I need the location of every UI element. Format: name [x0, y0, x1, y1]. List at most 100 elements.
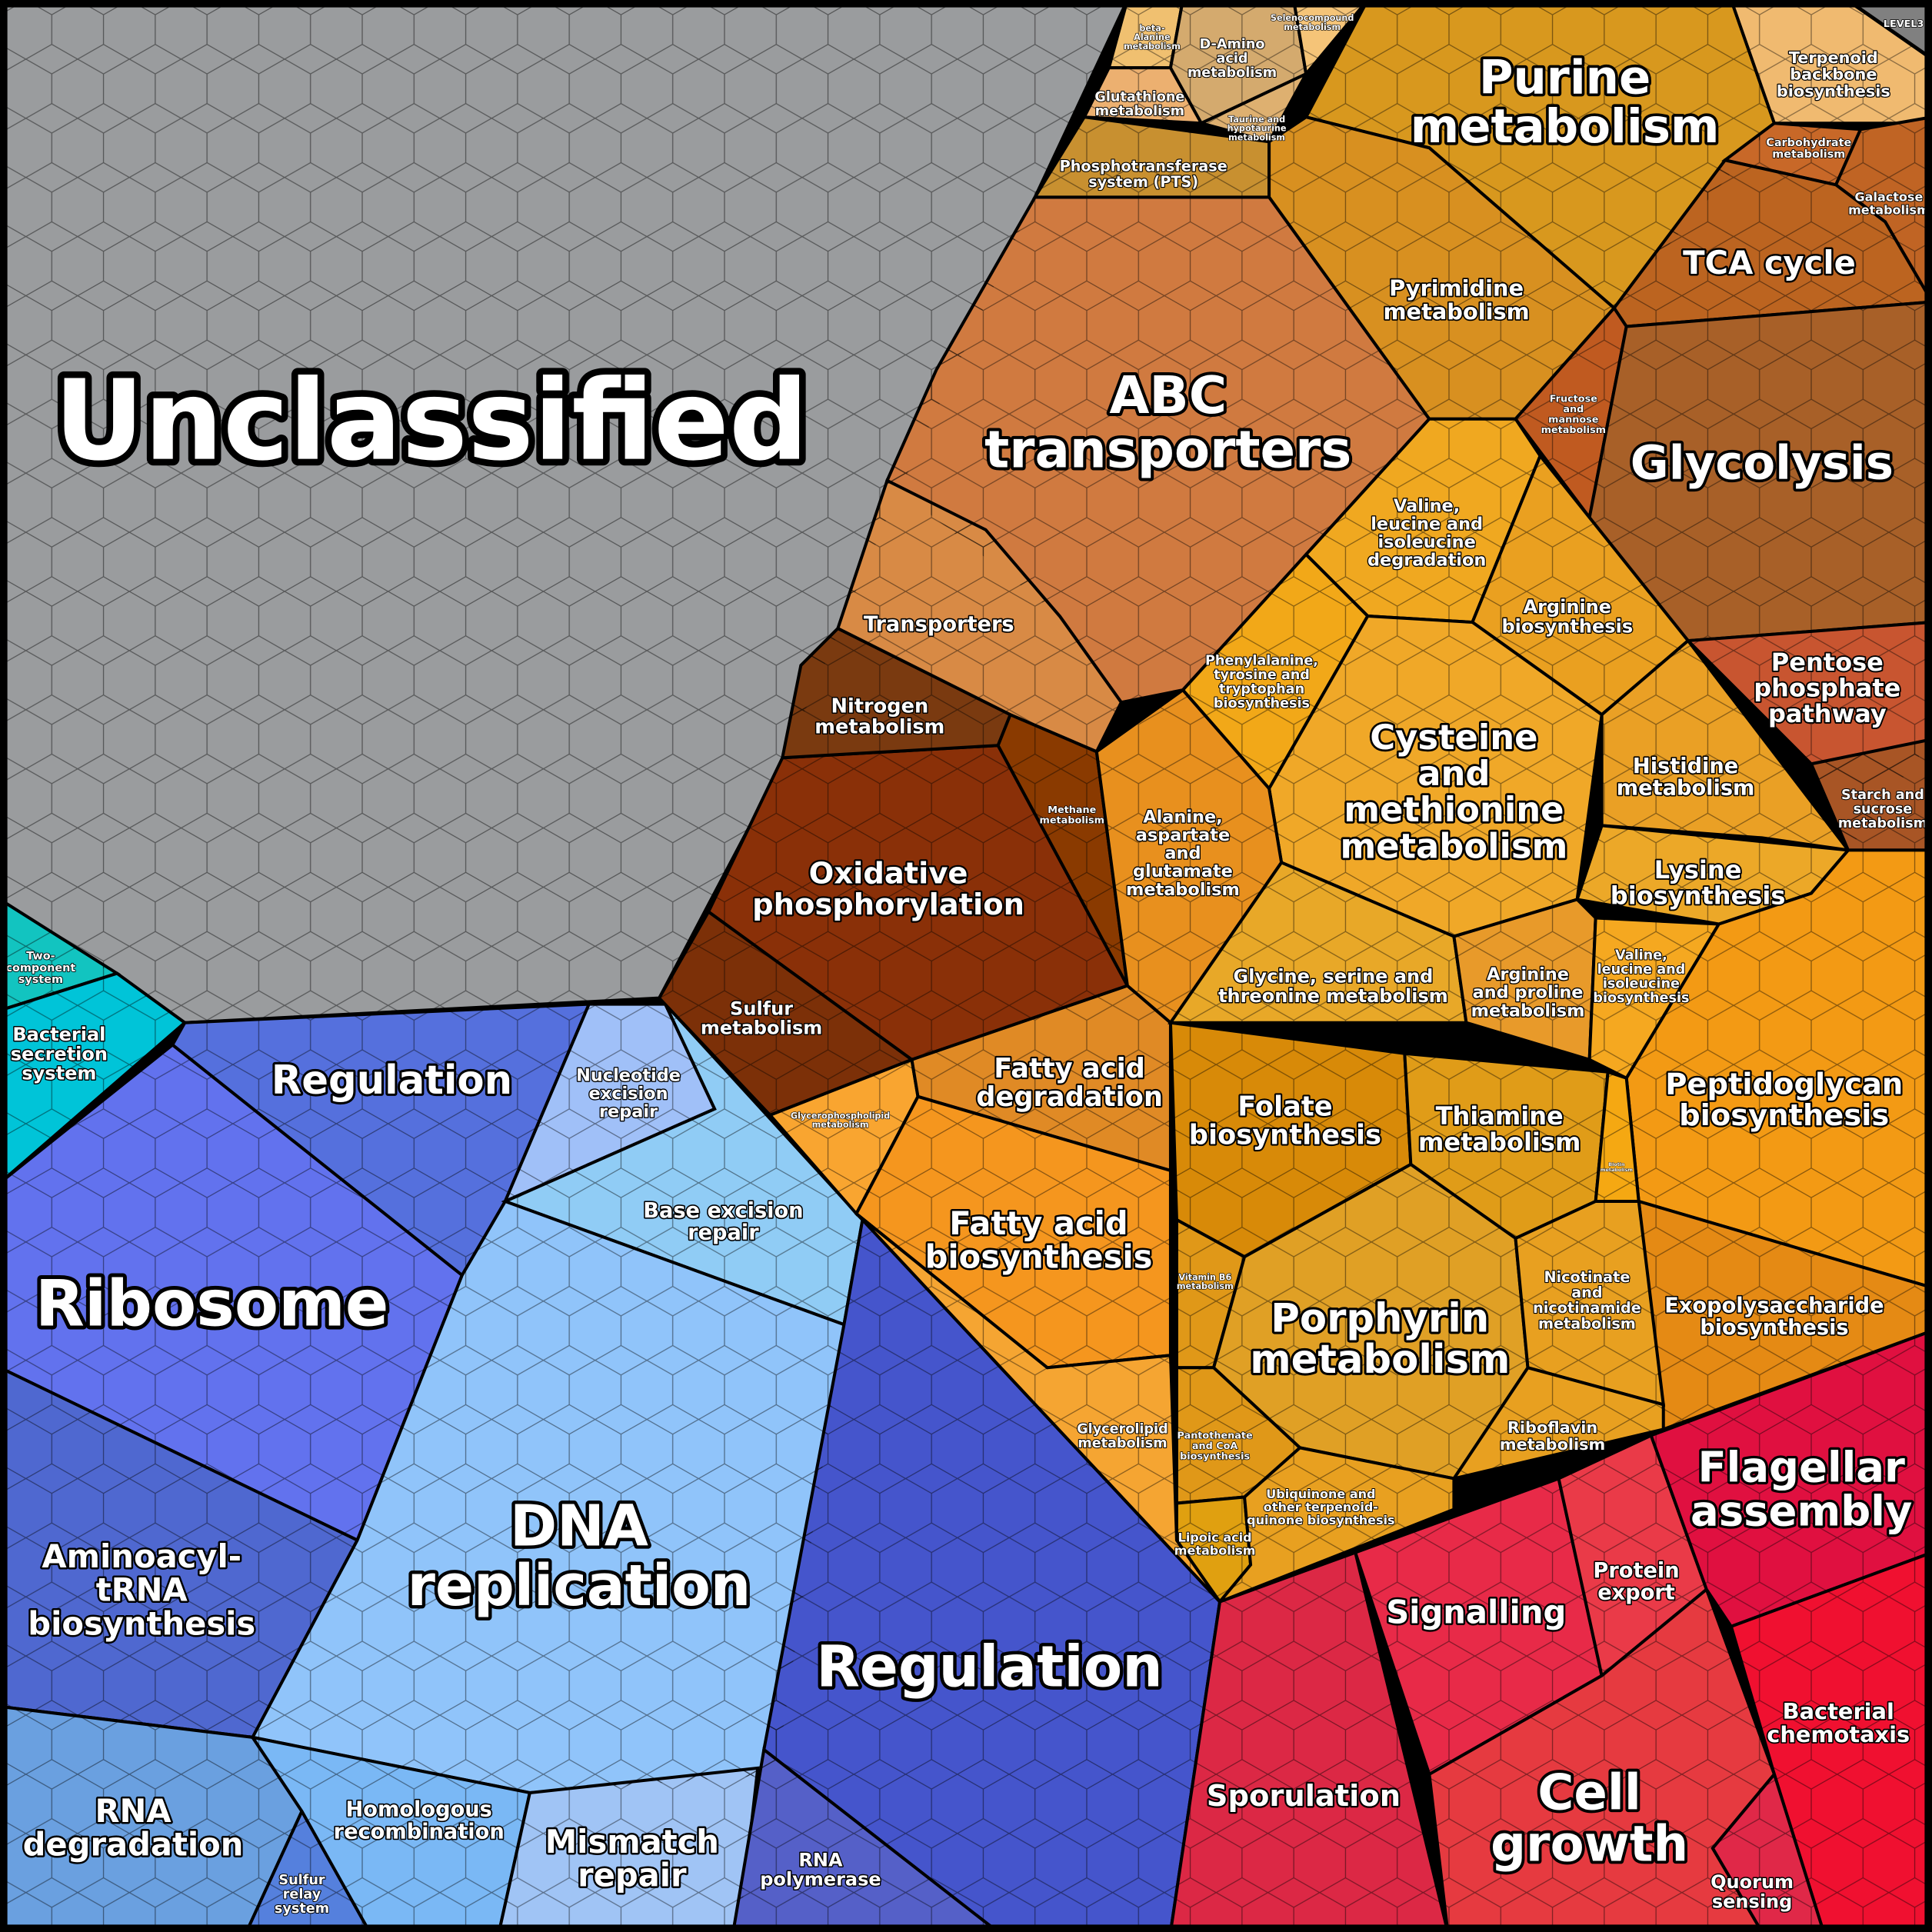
region-label: Sporulation [1207, 1779, 1401, 1814]
cell-texture [856, 1096, 1171, 1368]
cell-texture [1712, 1774, 1824, 1932]
cell-texture [0, 1367, 358, 1737]
region-label: Glutathione metabolism [1094, 90, 1184, 120]
region-label: Aminoacyl-tRNA biosynthesis [28, 1537, 255, 1642]
region-label: DNA replication [408, 1494, 751, 1619]
region-label: Lysine biosynthesis [1611, 855, 1786, 911]
region-label: Methane metabolism [1040, 804, 1104, 826]
region-label: D-Amino acid metabolism [1188, 37, 1277, 81]
region-label: Base excision repair [643, 1199, 803, 1245]
cell-texture [1096, 690, 1282, 1023]
region-label: beta-Alanine metabolism [1124, 23, 1181, 52]
region-label: Fatty acid biosynthesis [925, 1204, 1153, 1276]
cell-texture [246, 1811, 370, 1932]
cell-texture [1170, 862, 1467, 1023]
region-label: ABC transporters [984, 365, 1351, 480]
region-label: Glycine, serine and threonine metabolism [1218, 966, 1448, 1007]
region-label: TCA cycle [1683, 244, 1856, 281]
cell-texture [911, 985, 1171, 1171]
cell-texture [782, 628, 1011, 758]
region-label: Signalling [1386, 1593, 1566, 1631]
cell-texture [1454, 899, 1596, 1060]
cell-texture [1626, 850, 1932, 1288]
region-label: Porphyrin metabolism [1250, 1295, 1510, 1383]
region-label: Glycerophospholipid metabolism [791, 1111, 890, 1130]
region-label: Fructose and mannose metabolism [1541, 394, 1606, 436]
cell-texture [1724, 123, 1861, 185]
cell-texture [1730, 0, 1932, 124]
cell-texture [1811, 739, 1932, 851]
cell-texture [1589, 918, 1719, 1078]
region-label: Selenocompound metabolism [1271, 13, 1354, 32]
cell-texture [1836, 117, 1932, 302]
region-label: Glycerolipid metabolism [1077, 1421, 1168, 1451]
region-label: Ubiquinone and other terpenoid-quinone bi… [1247, 1487, 1394, 1527]
region-label: Pantothenate and CoA biosynthesis [1178, 1430, 1253, 1462]
cell-texture [0, 1706, 302, 1932]
region-label: Bacterial secretion system [11, 1024, 108, 1084]
region-label: Vitamin B6 metabolism [1177, 1272, 1234, 1291]
region-label: Nitrogen metabolism [814, 695, 944, 739]
region-label: Phenylalanine, tyrosine and tryptophan bios… [1205, 654, 1318, 712]
region-label: Alanine, aspartate and glutamate metabolism [1126, 808, 1240, 900]
region-label: Regulation [271, 1058, 512, 1104]
cell-texture [1084, 68, 1201, 124]
cell-texture [252, 1737, 530, 1932]
region-label: Lipoic acid metabolism [1174, 1531, 1256, 1558]
cell-texture [1269, 117, 1614, 419]
cell-texture [1404, 1053, 1608, 1239]
cell-texture [1515, 1201, 1664, 1405]
cell-texture [770, 1059, 918, 1214]
level-label: LEVEL3 [1884, 18, 1924, 30]
region-label: RNA degradation [23, 1792, 244, 1864]
cell-texture [172, 1004, 589, 1276]
cell-texture [505, 1004, 863, 1325]
region-label: Regulation [816, 1634, 1162, 1700]
cell-texture [252, 1201, 844, 1793]
cell-texture [1294, 0, 1368, 75]
cell-texture [1176, 1220, 1245, 1368]
cell-texture [856, 1214, 1221, 1602]
region-label: Purine metabolism [1411, 50, 1720, 154]
cell-texture [1176, 1497, 1251, 1602]
cell-texture [1472, 455, 1688, 715]
cell-texture [838, 480, 1121, 752]
region-label: Transporters [864, 612, 1014, 636]
cell-texture [1601, 641, 1849, 851]
region-label: Biotin metabolism [1601, 1161, 1634, 1173]
cell-texture [1170, 0, 1307, 124]
cell-texture [0, 973, 185, 1183]
cell-texture [505, 1004, 715, 1201]
region-label: Riboflavin metabolism [1500, 1418, 1605, 1454]
region-label: Bacterial chemotaxis [1767, 1698, 1910, 1747]
region-label: Cell growth [1491, 1764, 1688, 1873]
cell-texture [1454, 1367, 1664, 1479]
cell-texture [708, 745, 1128, 1060]
cell-texture [1306, 0, 1774, 308]
region-label: Terpenoid backbone biosynthesis [1777, 48, 1890, 101]
cell-texture [1638, 1201, 1932, 1430]
cell-texture [498, 1767, 758, 1932]
cell-texture [1730, 1552, 1932, 1932]
region-label: Starch and sucrose metabolism [1838, 788, 1927, 831]
region-label: Pyrimidine metabolism [1383, 275, 1529, 325]
region-label: Peptidoglycan biosynthesis [1665, 1068, 1903, 1133]
region-label: Flagellar assembly [1690, 1442, 1912, 1535]
cell-texture [1182, 554, 1368, 789]
cell-texture [764, 1220, 1221, 1932]
region-label: Valine, leucine and isoleucine degradation [1367, 496, 1486, 571]
region-label: Fatty acid degradation [976, 1053, 1163, 1113]
cell-texture [1306, 418, 1541, 623]
region-label: Galactose metabolism [1848, 190, 1930, 218]
region-label: RNA polymerase [760, 1849, 881, 1890]
region-label: Cysteine and methionine metabolism [1340, 717, 1567, 866]
region-label: Folate biosynthesis [1189, 1091, 1381, 1151]
cell-texture [1201, 74, 1307, 142]
region-label: Protein export [1593, 1559, 1679, 1605]
region-label: Histidine metabolism [1617, 754, 1755, 801]
cell-texture [1176, 1367, 1301, 1504]
cell-texture [1355, 1478, 1602, 1774]
region-label: Glycolysis [1631, 436, 1894, 491]
region-label: Pentose phosphate pathway [1754, 648, 1900, 728]
